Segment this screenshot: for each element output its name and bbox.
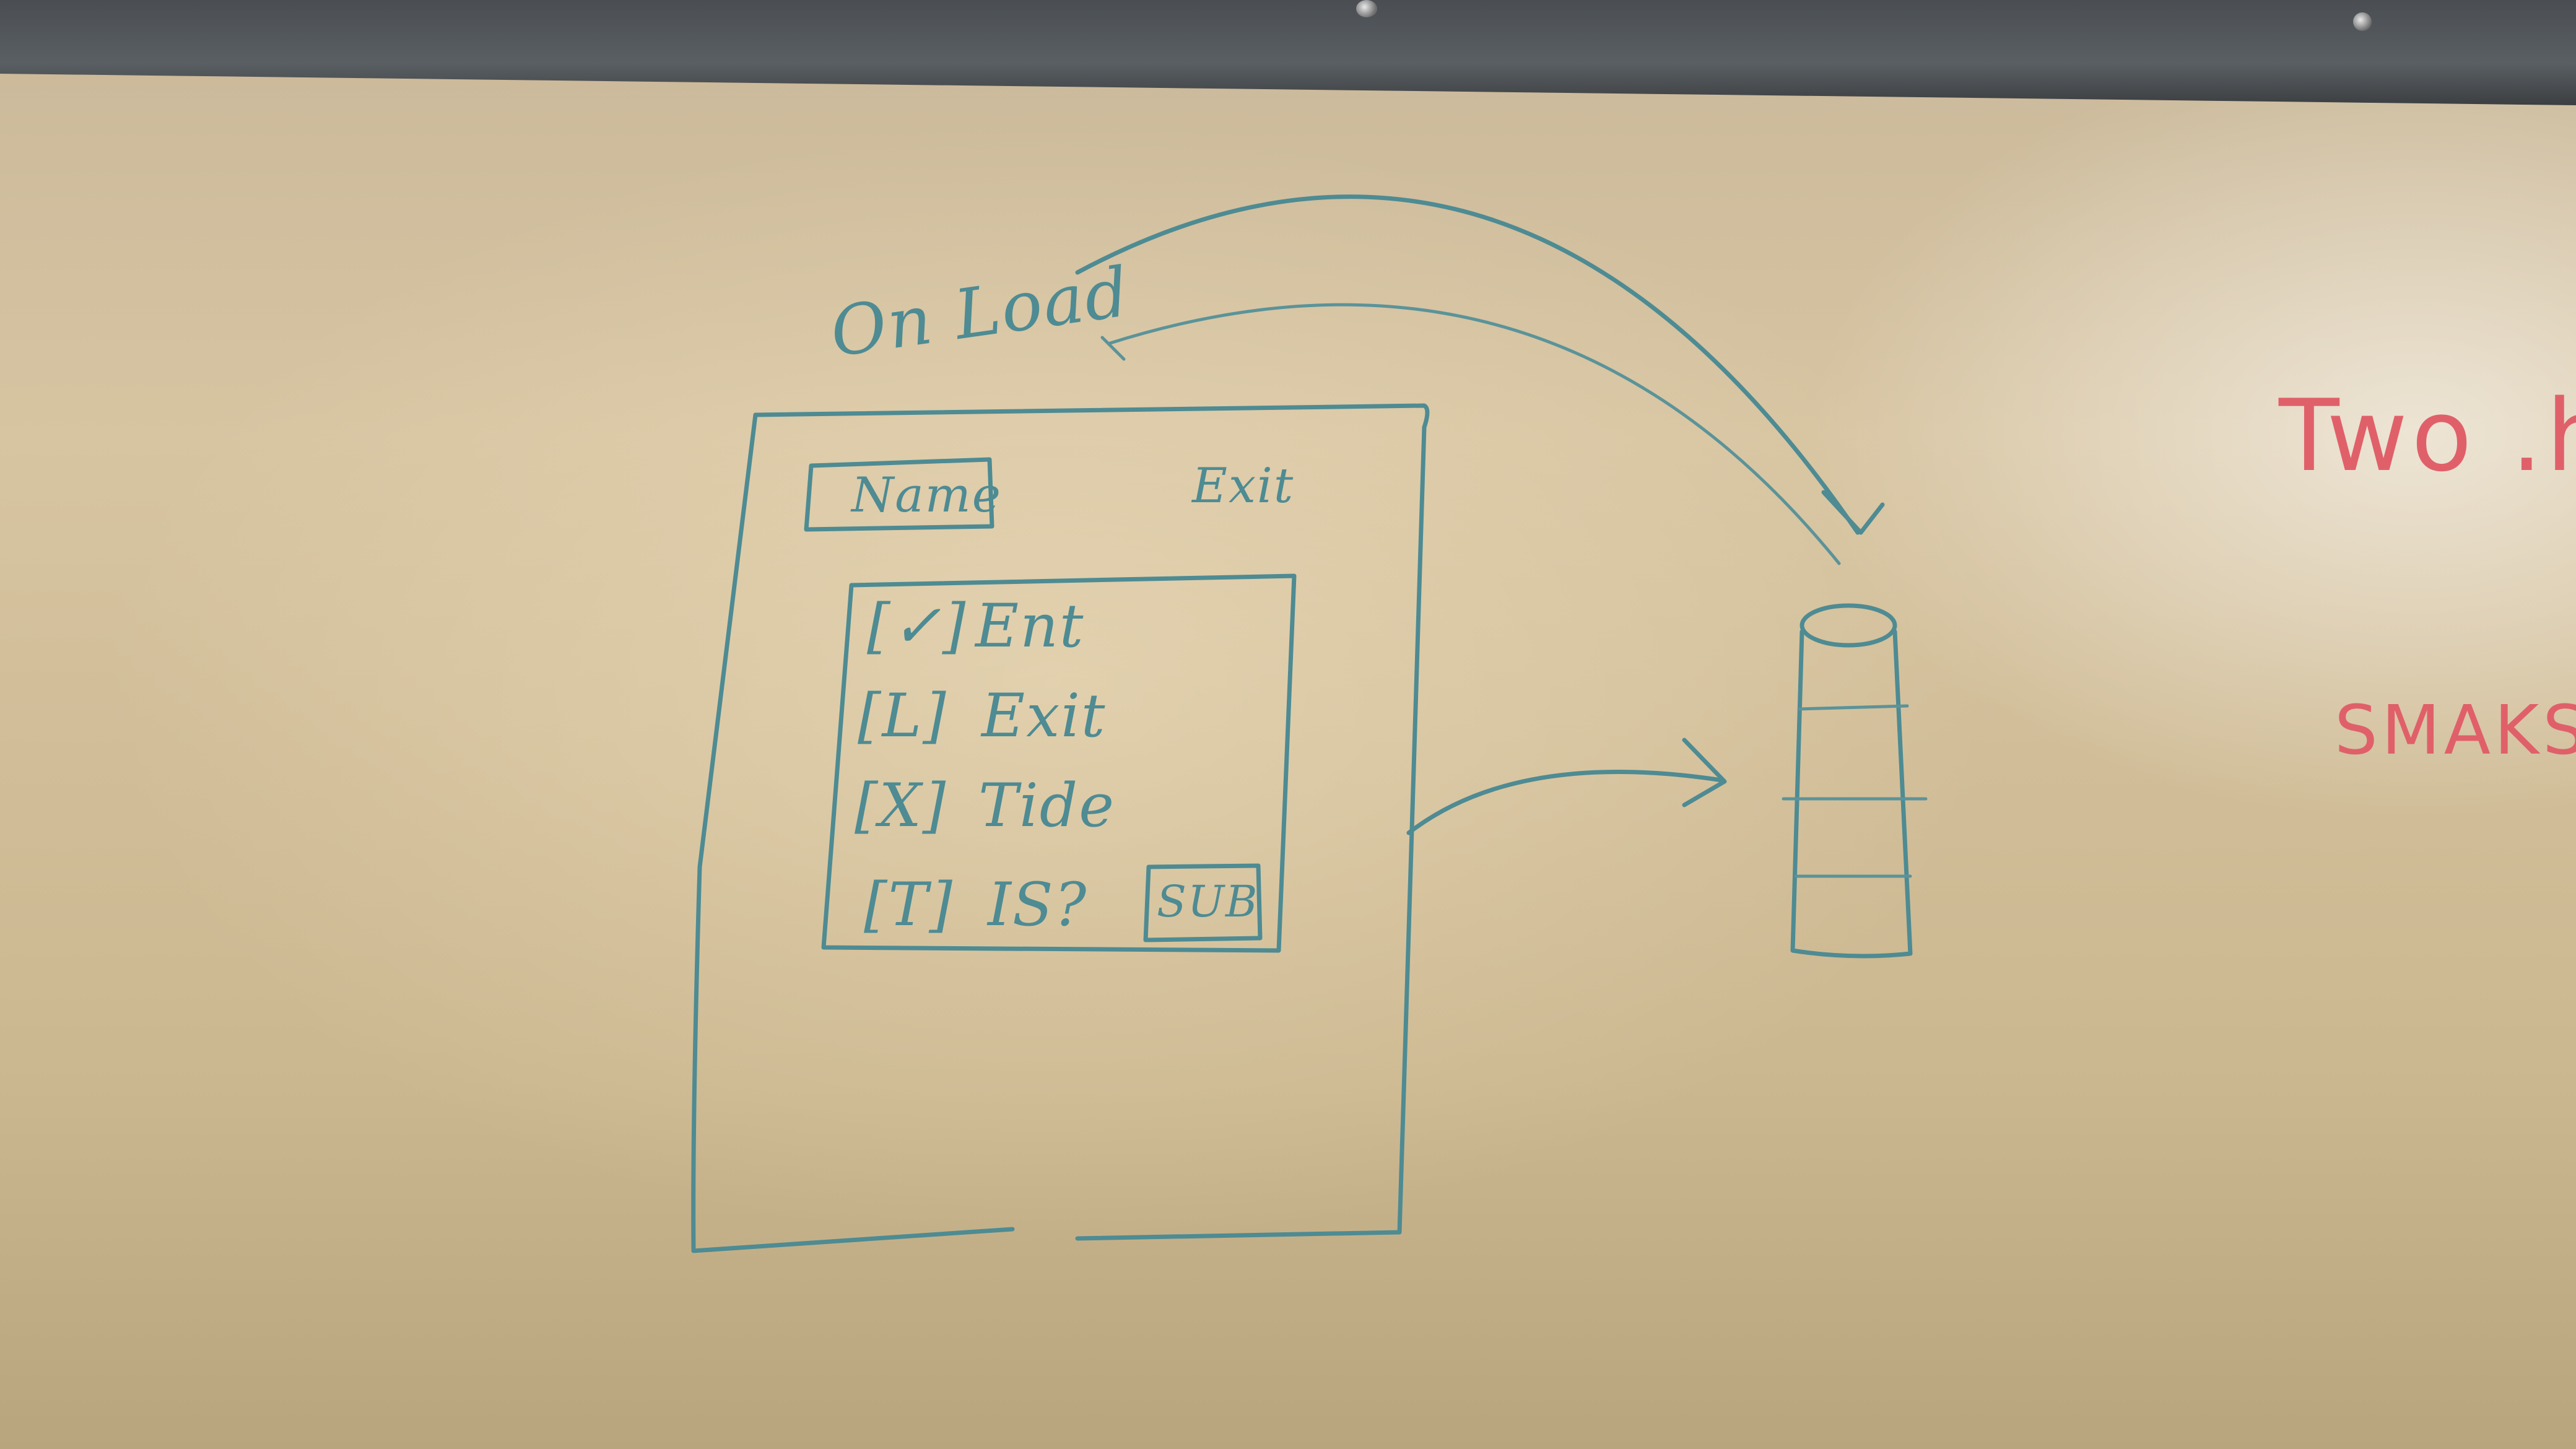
form-outline — [691, 403, 1430, 1253]
list-item-label: Tide — [978, 771, 1115, 840]
red-note-top: Two .h — [2279, 378, 2576, 494]
list-item-box: [L] — [858, 681, 947, 751]
database-cylinder-top — [1799, 603, 1897, 648]
list-item-box: [✓] — [867, 591, 967, 661]
name-field-label: Name — [851, 468, 1002, 523]
list-item-label: IS? — [988, 870, 1088, 939]
arrow-on-load-to-db — [1075, 194, 1860, 535]
screw — [1356, 0, 1377, 17]
arrow-submit-to-db — [1406, 770, 1724, 835]
arrowhead — [1821, 490, 1885, 535]
database-cylinder-body — [1790, 629, 1913, 959]
list-box — [821, 573, 1297, 953]
submit-button-box — [1143, 863, 1263, 942]
list-item-label: Ent — [975, 591, 1085, 661]
red-note-bottom: SMAKS — [2334, 690, 2576, 770]
list-item-box: [T] — [864, 870, 954, 939]
name-field-box — [804, 457, 994, 532]
list-item-label: Exit — [981, 681, 1107, 751]
database-divider — [1797, 704, 1909, 711]
exit-link-label: Exit — [1192, 458, 1295, 514]
list-item-box: [X] — [855, 771, 947, 840]
arrowhead — [1682, 738, 1727, 807]
return-arrowhead — [1100, 336, 1126, 361]
screw — [2353, 12, 2372, 31]
submit-button-label: SUB — [1157, 876, 1259, 927]
return-arrow — [1107, 303, 1841, 565]
